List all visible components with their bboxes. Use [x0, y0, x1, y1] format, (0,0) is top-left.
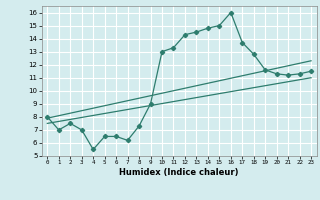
X-axis label: Humidex (Indice chaleur): Humidex (Indice chaleur): [119, 168, 239, 177]
